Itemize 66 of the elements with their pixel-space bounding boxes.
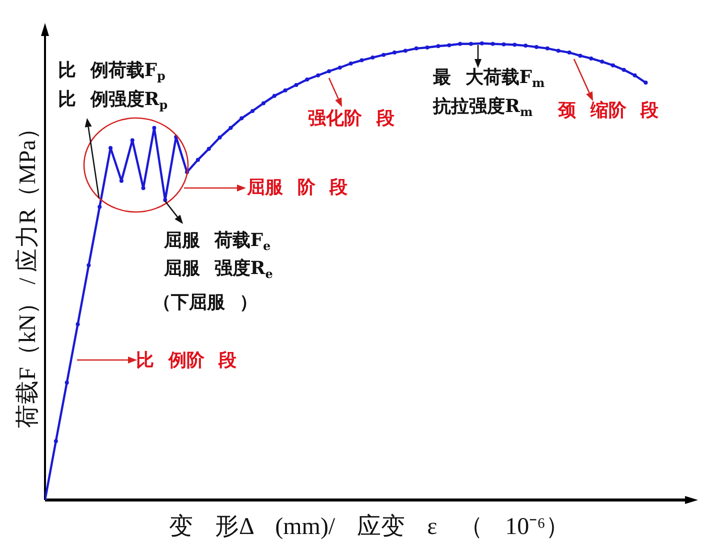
point — [436, 44, 440, 48]
point — [578, 54, 582, 58]
point — [272, 94, 276, 98]
point — [119, 178, 124, 183]
point — [556, 48, 560, 53]
point — [141, 186, 146, 190]
annotation: 比 例强度R$_{p}$ — [58, 89, 168, 112]
point — [524, 44, 528, 48]
annotation: 屈服 荷载F$_{e}$ — [164, 230, 271, 253]
point — [86, 263, 91, 268]
point — [64, 380, 69, 385]
annotation: 强化阶 段 — [308, 108, 394, 129]
point — [545, 46, 550, 50]
point — [512, 42, 517, 47]
point — [294, 82, 298, 87]
point — [108, 146, 113, 150]
point — [600, 60, 604, 64]
point — [206, 146, 211, 151]
point — [414, 46, 418, 50]
annotation: 抗拉强度R$_{m}$ — [433, 96, 533, 119]
point — [305, 77, 310, 82]
point — [130, 138, 134, 142]
point — [261, 101, 266, 106]
point — [403, 48, 408, 53]
y-axis-title: 荷载F（kN） / 应力R（MPa） — [15, 116, 41, 428]
annotation: 屈服 强度R$_{e}$ — [164, 258, 273, 281]
annotation: 颈 缩阶 段 — [558, 100, 659, 121]
point — [632, 73, 637, 78]
point — [589, 56, 594, 60]
annotation: 比 例荷载F$_{p}$ — [58, 60, 166, 83]
point — [447, 43, 452, 48]
point — [338, 66, 342, 70]
point — [54, 439, 58, 444]
annotation: 比 例阶 段 — [136, 350, 237, 371]
point — [163, 198, 168, 202]
point — [458, 42, 462, 46]
point — [348, 61, 353, 66]
point — [382, 52, 386, 57]
point — [622, 68, 626, 72]
point — [490, 42, 495, 46]
annotation: 最 大荷载F$_{m}$ — [433, 67, 545, 90]
point — [534, 45, 539, 50]
point — [98, 204, 102, 209]
point — [567, 50, 572, 55]
point — [326, 69, 331, 74]
point — [250, 108, 255, 113]
point — [480, 41, 484, 46]
x-axis-title: 变 形Δ (mm)/ 应变 ε （ 10⁻⁶） — [169, 514, 570, 540]
point — [425, 46, 430, 50]
point — [644, 80, 648, 85]
point — [392, 50, 397, 55]
point — [76, 322, 80, 326]
point — [283, 88, 288, 92]
point — [152, 126, 156, 130]
point — [360, 58, 364, 62]
point — [228, 126, 233, 130]
point — [502, 42, 506, 46]
point — [370, 56, 375, 60]
point — [468, 42, 473, 46]
point — [196, 158, 200, 162]
point — [316, 73, 320, 78]
annotation: （下屈服 ） — [153, 292, 258, 313]
point — [218, 135, 222, 140]
point — [610, 63, 615, 68]
point — [240, 116, 244, 120]
annotation: 屈服 阶 段 — [247, 177, 348, 198]
